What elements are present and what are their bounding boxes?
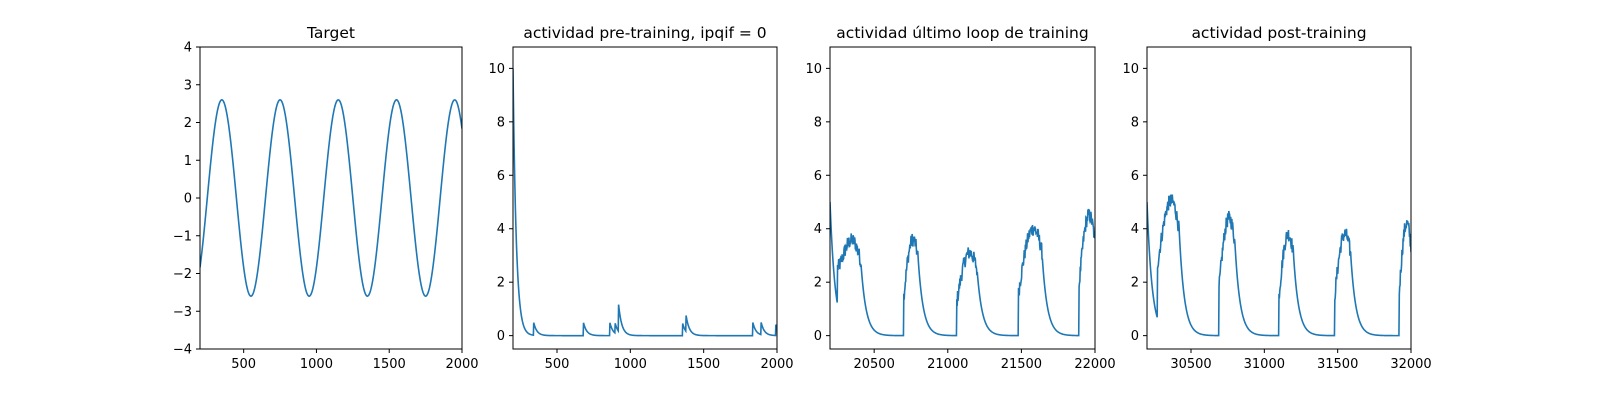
x-tick-label: 30500: [1170, 357, 1211, 372]
y-tick-label: 4: [184, 41, 192, 56]
x-tick-label: 31000: [1244, 357, 1285, 372]
x-tick-label: 1500: [373, 357, 406, 372]
x-tick-label: 1500: [687, 357, 720, 372]
y-tick-label: 2: [184, 116, 192, 131]
x-tick-label: 500: [545, 357, 570, 372]
series-line-1-1: [200, 99, 462, 297]
series-line-4-1: [1147, 194, 1411, 337]
x-tick-label: 1000: [300, 357, 333, 372]
chart-panel-3: 20500 21000 21500 22000 0 2 4 6 8 10 actividad últ…: [805, 24, 1115, 372]
y-tick-label: 8: [1131, 115, 1139, 130]
y-tick-label: 3: [184, 78, 192, 93]
y-tick-label: 0: [497, 329, 505, 344]
y-tick-label: 10: [488, 62, 505, 77]
x-tick-label: 500: [231, 357, 256, 372]
x-tick-label: 1000: [614, 357, 647, 372]
y-tick-label: −1: [173, 229, 192, 244]
series-line-2-1: [513, 68, 777, 337]
y-tick-label: −4: [173, 343, 192, 358]
y-tick-label: 4: [814, 222, 822, 237]
y-tick-label: 0: [1131, 329, 1139, 344]
chart-title: actividad post-training: [1191, 24, 1366, 42]
x-tick-label: 21500: [1001, 357, 1042, 372]
plot-frame: [199, 46, 463, 350]
y-tick-label: 10: [1122, 62, 1139, 77]
plot-frame: [512, 46, 778, 350]
y-tick-label: 0: [184, 192, 192, 207]
y-tick-label: 8: [814, 115, 822, 130]
y-tick-label: 4: [497, 222, 505, 237]
x-tick-label: 20500: [853, 357, 894, 372]
x-tick-label: 2000: [760, 357, 793, 372]
y-tick-label: −3: [173, 305, 192, 320]
x-tick-label: 22000: [1074, 357, 1115, 372]
y-tick-label: 1: [184, 154, 192, 169]
y-tick-label: 2: [1131, 276, 1139, 291]
y-tick-label: 2: [497, 276, 505, 291]
plot-frame: [1146, 46, 1412, 350]
plot-frame: [829, 46, 1096, 350]
y-tick-label: 4: [1131, 222, 1139, 237]
series-line-3-1: [830, 201, 1095, 337]
x-tick-label: 2000: [445, 357, 478, 372]
y-tick-label: 6: [497, 169, 505, 184]
y-tick-label: 6: [1131, 169, 1139, 184]
chart-title: actividad último loop de training: [836, 24, 1088, 42]
x-tick-label: 31500: [1317, 357, 1358, 372]
chart-title: Target: [306, 24, 355, 42]
y-tick-label: 0: [814, 329, 822, 344]
y-tick-label: −2: [173, 267, 192, 282]
chart-panel-4: 30500 31000 31500 32000 0 2 4 6 8 10 actividad pos…: [1122, 24, 1431, 372]
x-tick-label: 21000: [927, 357, 968, 372]
x-tick-label: 32000: [1390, 357, 1431, 372]
y-tick-label: 2: [814, 276, 822, 291]
chart-panel-1: 500 1000 1500 2000 −4 −3 −2 −1 0 1 2 3 4 Target: [173, 24, 479, 372]
chart-title: actividad pre-training, ipqif = 0: [523, 24, 766, 42]
y-tick-label: 10: [805, 62, 822, 77]
y-tick-label: 6: [814, 169, 822, 184]
chart-panel-2: 500 1000 1500 2000 0 2 4 6 8 10 actividad pre-trai…: [488, 24, 793, 372]
y-tick-label: 8: [497, 115, 505, 130]
